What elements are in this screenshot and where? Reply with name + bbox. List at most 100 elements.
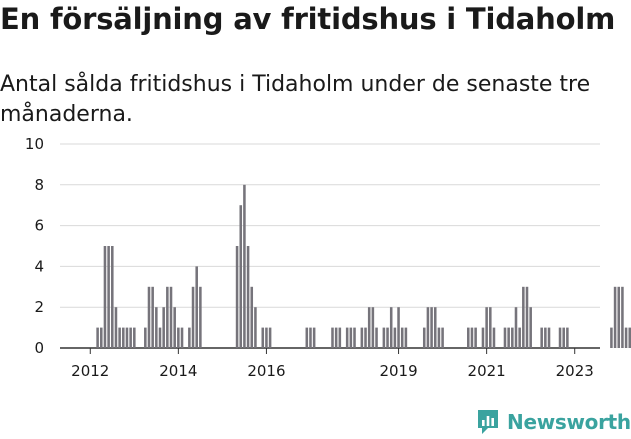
bar bbox=[173, 307, 176, 348]
bar bbox=[169, 286, 173, 348]
bar bbox=[133, 327, 136, 348]
bar bbox=[386, 327, 389, 348]
bar bbox=[529, 307, 532, 348]
bar bbox=[489, 307, 492, 348]
x-tick-label: 2014 bbox=[159, 362, 197, 380]
bar bbox=[188, 327, 191, 348]
bar bbox=[265, 327, 268, 348]
bar bbox=[353, 327, 356, 348]
x-tick-label: 2019 bbox=[379, 362, 417, 380]
brand-name: Newsworthy bbox=[507, 410, 631, 434]
bar bbox=[246, 246, 250, 348]
bar bbox=[628, 327, 631, 348]
y-tick-label: 10 bbox=[25, 135, 44, 153]
bar bbox=[503, 327, 507, 348]
bar bbox=[349, 327, 353, 348]
chart-title: En försäljning av fritidshus i Tidaholm bbox=[0, 2, 616, 36]
bar bbox=[522, 286, 525, 348]
bar bbox=[111, 246, 114, 348]
y-tick-label: 0 bbox=[34, 339, 44, 357]
bar bbox=[382, 327, 386, 348]
bar bbox=[147, 286, 151, 348]
bar bbox=[470, 327, 474, 348]
bar bbox=[96, 327, 99, 348]
bar bbox=[389, 307, 393, 348]
bar bbox=[129, 327, 132, 348]
bar bbox=[345, 327, 349, 348]
bar bbox=[334, 327, 338, 348]
x-tick-label: 2016 bbox=[247, 362, 285, 380]
bar bbox=[621, 286, 624, 348]
bar bbox=[191, 286, 195, 348]
bar bbox=[617, 286, 621, 348]
bar bbox=[441, 327, 444, 348]
y-tick-label: 2 bbox=[34, 298, 44, 316]
bar bbox=[107, 246, 110, 348]
bar bbox=[338, 327, 342, 348]
gridlines bbox=[60, 143, 600, 349]
newsworthy-logo-icon bbox=[478, 410, 498, 434]
bar bbox=[180, 327, 184, 348]
bar bbox=[624, 327, 628, 348]
bar bbox=[514, 307, 518, 348]
bar bbox=[305, 327, 309, 348]
bar bbox=[239, 205, 243, 348]
bar bbox=[437, 327, 441, 348]
bar bbox=[268, 327, 272, 348]
y-tick-label: 8 bbox=[34, 176, 44, 194]
bars bbox=[96, 184, 631, 348]
bar bbox=[331, 327, 334, 348]
bar bbox=[151, 286, 154, 348]
bar bbox=[243, 184, 246, 348]
bar bbox=[558, 327, 562, 348]
newsworthy-logo: Newsworthy bbox=[476, 406, 631, 438]
bar bbox=[195, 266, 198, 348]
bar bbox=[518, 327, 521, 348]
bar bbox=[397, 307, 400, 348]
bar bbox=[507, 327, 510, 348]
bar bbox=[360, 327, 364, 348]
bar bbox=[364, 327, 367, 348]
bar bbox=[566, 327, 569, 348]
bar bbox=[103, 246, 107, 348]
bar bbox=[544, 327, 547, 348]
bar bbox=[481, 327, 485, 348]
bar bbox=[400, 327, 404, 348]
bar bbox=[114, 307, 118, 348]
bar bbox=[371, 307, 375, 348]
x-tick-label: 2021 bbox=[468, 362, 506, 380]
bar bbox=[525, 286, 529, 348]
bar bbox=[422, 327, 426, 348]
bar bbox=[235, 246, 239, 348]
bar bbox=[610, 327, 613, 348]
bar bbox=[122, 327, 125, 348]
x-tick-label: 2023 bbox=[556, 362, 594, 380]
bar bbox=[467, 327, 470, 348]
bar bbox=[547, 327, 551, 348]
y-axis-ticks: 0 2 4 6 8 10 bbox=[25, 135, 44, 357]
bar bbox=[430, 307, 433, 348]
bar bbox=[309, 327, 312, 348]
bar bbox=[312, 327, 316, 348]
bar bbox=[177, 327, 180, 348]
y-tick-label: 4 bbox=[34, 257, 44, 275]
bar bbox=[613, 286, 617, 348]
bar bbox=[433, 307, 437, 348]
x-tick-label: 2012 bbox=[71, 362, 109, 380]
y-tick-label: 6 bbox=[34, 217, 44, 235]
bar bbox=[100, 327, 103, 348]
x-axis-ticks: 2012201420162019202120232025 bbox=[71, 348, 594, 380]
bar bbox=[426, 307, 430, 348]
bar bbox=[511, 327, 514, 348]
bar bbox=[540, 327, 543, 348]
bar bbox=[254, 307, 257, 348]
bar bbox=[199, 286, 202, 348]
bar bbox=[125, 327, 129, 348]
bar bbox=[474, 327, 477, 348]
bar bbox=[261, 327, 265, 348]
bar bbox=[393, 327, 397, 348]
bar bbox=[155, 307, 158, 348]
bar bbox=[158, 327, 162, 348]
bar bbox=[485, 307, 488, 348]
